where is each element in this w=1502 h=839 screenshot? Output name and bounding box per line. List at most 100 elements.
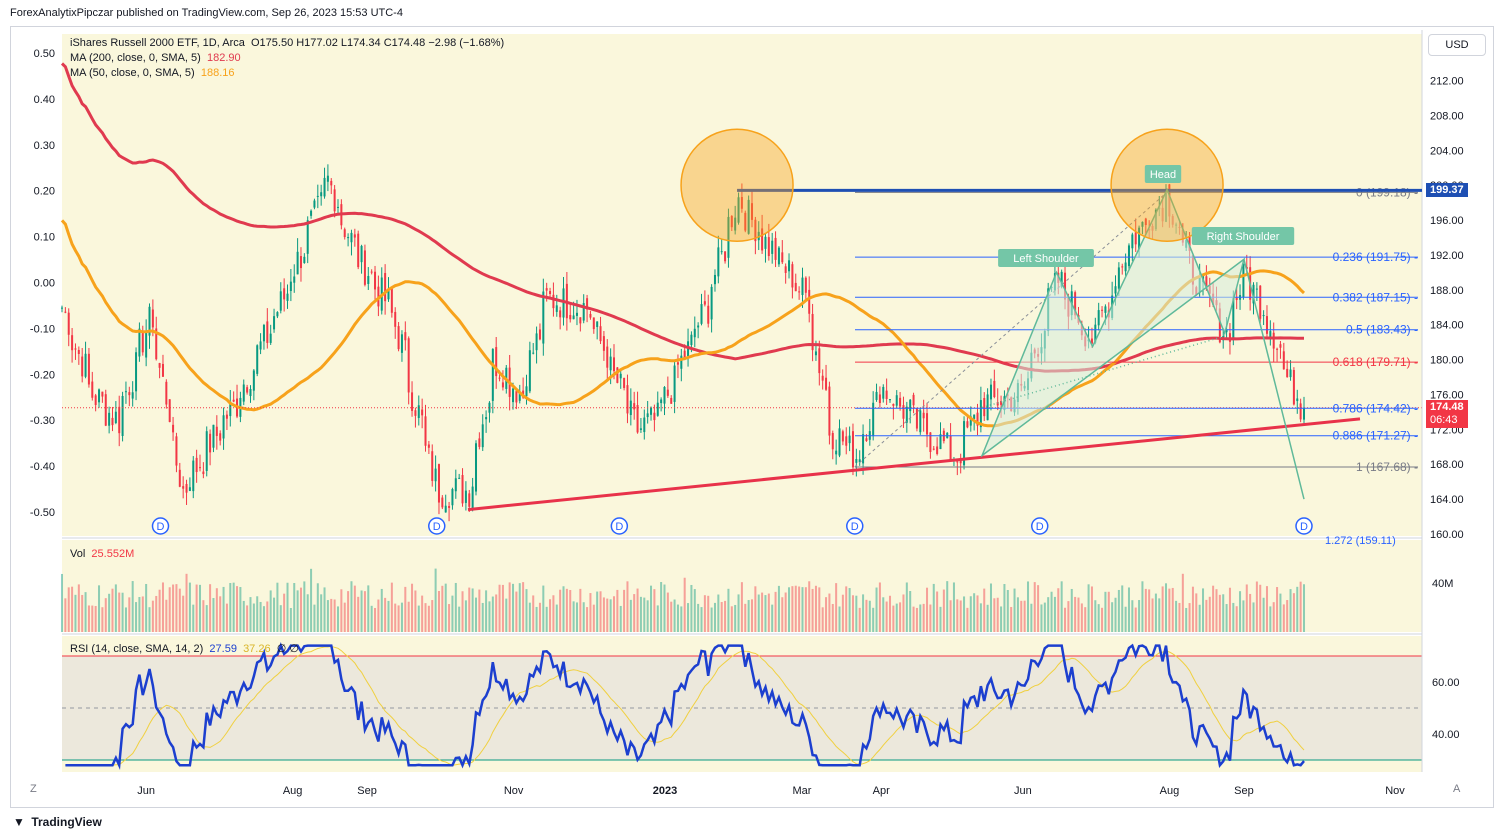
volume-bar bbox=[1003, 584, 1006, 632]
volume-bar bbox=[976, 595, 979, 632]
rsi-ma-line bbox=[65, 645, 1305, 766]
volume-bar bbox=[350, 581, 353, 632]
volume-bar bbox=[1134, 607, 1137, 632]
legend-ma200-label[interactable]: MA (200, close, 0, SMA, 5) bbox=[70, 52, 201, 64]
volume-bar bbox=[569, 590, 572, 632]
vol-label[interactable]: Vol bbox=[70, 548, 86, 560]
candle-body bbox=[976, 412, 979, 426]
legend-symbol[interactable]: iShares Russell 2000 ETF, 1D, Arca bbox=[70, 37, 245, 49]
axes-layer: 212.00208.00204.00200.00196.00192.00188.… bbox=[30, 30, 1464, 797]
candle-body bbox=[650, 407, 653, 415]
candle-body bbox=[1269, 331, 1272, 338]
legend-ma50-label[interactable]: MA (50, close, 0, SMA, 5) bbox=[70, 67, 195, 79]
candle-body bbox=[572, 315, 575, 320]
volume-bar bbox=[182, 595, 185, 632]
candle-body bbox=[279, 291, 282, 311]
volume-bar bbox=[1138, 600, 1141, 632]
volume-bar bbox=[1020, 600, 1023, 632]
candle-body bbox=[320, 192, 323, 197]
annotation-layer: 0 (199.18) - 0.236 (191.75) - 0.382 (187.1… bbox=[151, 128, 1422, 547]
candle-body bbox=[966, 421, 969, 428]
fib-label: 0.618 (179.71) - bbox=[1333, 355, 1418, 369]
candle-body bbox=[986, 394, 989, 421]
candle-body bbox=[400, 334, 403, 353]
candle-body bbox=[259, 341, 262, 350]
volume-bar bbox=[1262, 597, 1265, 632]
volume-bar bbox=[687, 603, 690, 632]
volume-bar bbox=[949, 600, 952, 632]
goto-start-button[interactable]: Z bbox=[30, 783, 37, 795]
volume-bar bbox=[185, 573, 188, 632]
candle-body bbox=[1134, 232, 1137, 245]
candle-body bbox=[491, 348, 494, 401]
candle-body bbox=[720, 251, 723, 253]
currency-button[interactable]: USD bbox=[1428, 34, 1486, 56]
ma50-line bbox=[60, 219, 1306, 428]
candle-body bbox=[606, 346, 609, 368]
volume-bar bbox=[619, 605, 622, 632]
candle-body bbox=[286, 293, 289, 301]
volume-bar bbox=[697, 603, 700, 632]
volume-bar bbox=[730, 606, 733, 632]
candle-body bbox=[858, 459, 861, 463]
footer-brand[interactable]: ▼ TradingView bbox=[10, 815, 102, 829]
volume-bar bbox=[1235, 606, 1238, 632]
volume-bar bbox=[599, 591, 602, 632]
volume-bar bbox=[579, 588, 582, 632]
auto-scale-button[interactable]: A bbox=[1453, 783, 1461, 795]
volume-pane[interactable] bbox=[62, 540, 1422, 632]
candle-body bbox=[912, 394, 915, 406]
fib-label: 0.382 (187.15) - bbox=[1333, 290, 1418, 304]
candle-body bbox=[609, 356, 612, 371]
candle-body bbox=[811, 313, 814, 351]
volume-bar bbox=[717, 594, 720, 632]
volume-bar bbox=[313, 604, 316, 632]
volume-bar bbox=[683, 577, 686, 632]
candle-body bbox=[791, 264, 794, 288]
vol-value: 25.552M bbox=[91, 548, 135, 560]
candle-body bbox=[828, 386, 831, 436]
volume-bar bbox=[878, 582, 881, 632]
candle-body bbox=[1104, 306, 1107, 313]
left-axis-tick: -0.20 bbox=[30, 369, 55, 381]
candle-body bbox=[370, 271, 373, 273]
candle-body bbox=[437, 464, 440, 503]
volume-bar bbox=[794, 585, 797, 632]
volume-bar bbox=[522, 582, 525, 632]
candle-body bbox=[1218, 308, 1221, 343]
dividend-marker bbox=[1030, 517, 1049, 535]
volume-bar bbox=[306, 594, 309, 632]
volume-bar bbox=[979, 603, 982, 632]
candle-body bbox=[310, 210, 313, 216]
volume-bar bbox=[151, 600, 154, 632]
candle-body bbox=[114, 411, 117, 424]
volume-bar bbox=[296, 590, 299, 632]
volume-bar bbox=[464, 600, 467, 632]
volume-bar bbox=[286, 582, 289, 632]
candle-body bbox=[989, 384, 992, 400]
candle-body bbox=[219, 433, 222, 441]
volume-bar bbox=[1060, 581, 1063, 632]
candle-body bbox=[215, 426, 218, 436]
volume-bar bbox=[744, 603, 747, 632]
candle-body bbox=[303, 256, 306, 263]
volume-bar bbox=[1208, 596, 1211, 632]
volume-bar bbox=[316, 583, 319, 632]
rsi-label[interactable]: RSI (14, close, SMA, 14, 2) bbox=[70, 643, 204, 655]
volume-bar bbox=[831, 603, 834, 632]
candle-body bbox=[148, 306, 151, 336]
volume-bar bbox=[1000, 606, 1003, 632]
candle-body bbox=[902, 405, 905, 419]
volume-bar bbox=[1225, 604, 1228, 632]
candle-body bbox=[464, 490, 467, 503]
volume-bar bbox=[589, 593, 592, 632]
candle-body bbox=[888, 399, 892, 401]
volume-bar bbox=[437, 590, 440, 632]
volume-bar bbox=[273, 597, 276, 632]
volume-bar bbox=[141, 596, 144, 632]
candle-body bbox=[798, 291, 801, 293]
candle-body bbox=[512, 388, 515, 403]
candle-body bbox=[77, 349, 80, 355]
candle-body bbox=[1232, 298, 1235, 338]
